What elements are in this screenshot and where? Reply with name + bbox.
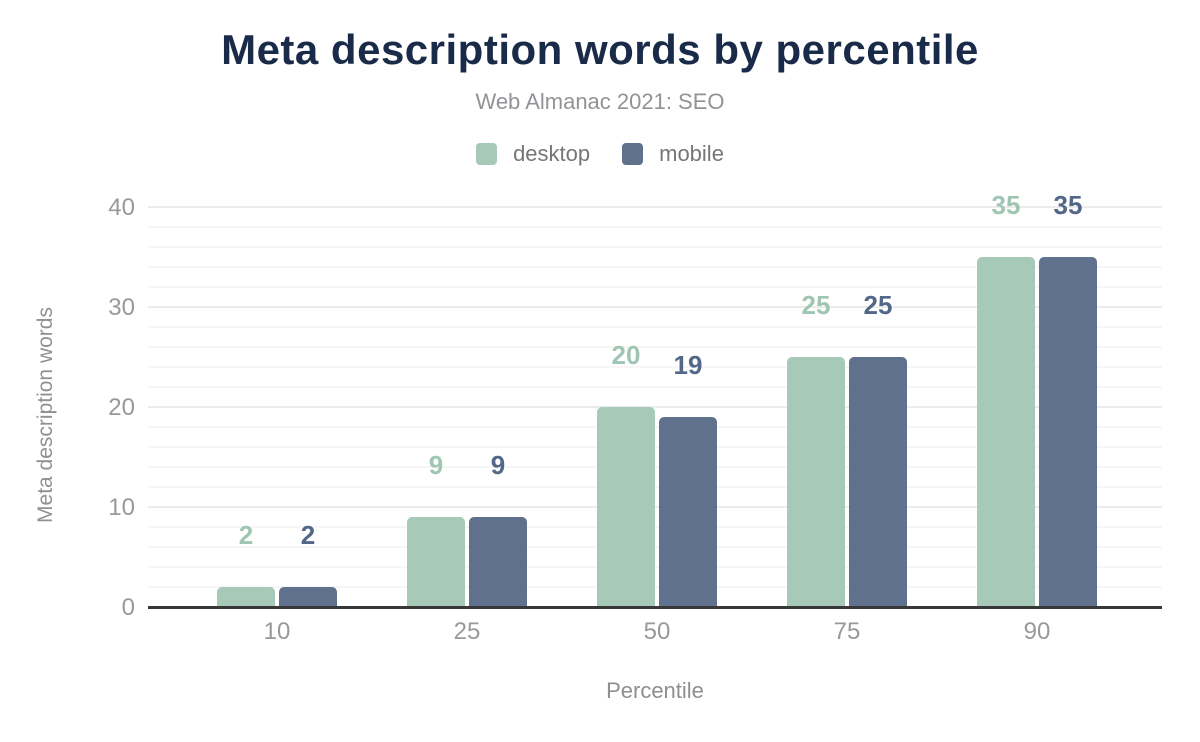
bar-desktop-p25 (407, 517, 465, 607)
bar-desktop-p10 (217, 587, 275, 607)
bar-mobile-p90 (1039, 257, 1097, 607)
minor-gridline (148, 586, 1162, 588)
bar-mobile-p10 (279, 587, 337, 607)
minor-gridline (148, 466, 1162, 468)
minor-gridline (148, 446, 1162, 448)
bar-desktop-p75 (787, 357, 845, 607)
chart-subtitle: Web Almanac 2021: SEO (475, 89, 725, 114)
minor-gridline (148, 386, 1162, 388)
chart-title: Meta description words by percentile (221, 26, 979, 73)
value-label-mobile-p50: 19 (673, 350, 703, 380)
legend-swatch-desktop (476, 143, 498, 165)
value-label-desktop-p75: 25 (801, 290, 831, 320)
minor-gridline (148, 546, 1162, 548)
value-label-mobile-p25: 9 (490, 450, 506, 480)
bar-mobile-p75 (849, 357, 907, 607)
bar-mobile-p50 (659, 417, 717, 607)
legend: desktop mobile (0, 141, 1200, 167)
legend-item-mobile: mobile (622, 141, 724, 167)
plot-area: 2 9 20 25 35 2 9 19 25 35 10 25 50 75 90 (148, 190, 1162, 645)
value-label-desktop-p90: 35 (991, 190, 1021, 220)
x-axis-line (148, 606, 1162, 609)
value-label-desktop-p25: 9 (428, 450, 444, 480)
value-label-mobile-p75: 25 (863, 290, 893, 320)
value-label-mobile-p10: 2 (300, 520, 316, 550)
minor-gridline (148, 246, 1162, 248)
x-tick-label-10: 10 (263, 618, 291, 645)
minor-gridline (148, 286, 1162, 288)
minor-gridline (148, 366, 1162, 368)
x-tick-label-90: 90 (1023, 618, 1051, 645)
bar-desktop-p90 (977, 257, 1035, 607)
legend-swatch-mobile (622, 143, 644, 165)
x-tick-label-50: 50 (643, 618, 671, 645)
value-label-desktop-p10: 2 (238, 520, 254, 550)
bar-desktop-p50 (597, 407, 655, 607)
value-label-mobile-p90: 35 (1053, 190, 1083, 220)
minor-gridline (148, 566, 1162, 568)
y-tick-label-0: 0 (121, 594, 135, 621)
major-gridline (148, 506, 1162, 508)
major-gridline (148, 206, 1162, 208)
minor-gridline (148, 426, 1162, 428)
minor-gridline (148, 526, 1162, 528)
legend-label-desktop: desktop (513, 141, 591, 166)
y-tick-label-40: 40 (108, 194, 135, 221)
legend-label-mobile: mobile (659, 141, 724, 166)
y-axis-title: Meta description words (34, 307, 57, 523)
major-gridline (148, 306, 1162, 308)
minor-gridline (148, 486, 1162, 488)
major-gridline (148, 406, 1162, 408)
value-label-desktop-p50: 20 (611, 340, 641, 370)
y-tick-label-10: 10 (108, 494, 135, 521)
bar-mobile-p25 (469, 517, 527, 607)
minor-gridline (148, 346, 1162, 348)
y-tick-label-30: 30 (108, 294, 135, 321)
x-tick-label-25: 25 (453, 618, 481, 645)
x-tick-label-75: 75 (833, 618, 861, 645)
minor-gridline (148, 326, 1162, 328)
minor-gridline (148, 266, 1162, 268)
minor-gridline (148, 226, 1162, 228)
y-tick-label-20: 20 (108, 394, 135, 421)
legend-item-desktop: desktop (476, 141, 590, 167)
x-axis-title: Percentile (606, 678, 704, 703)
